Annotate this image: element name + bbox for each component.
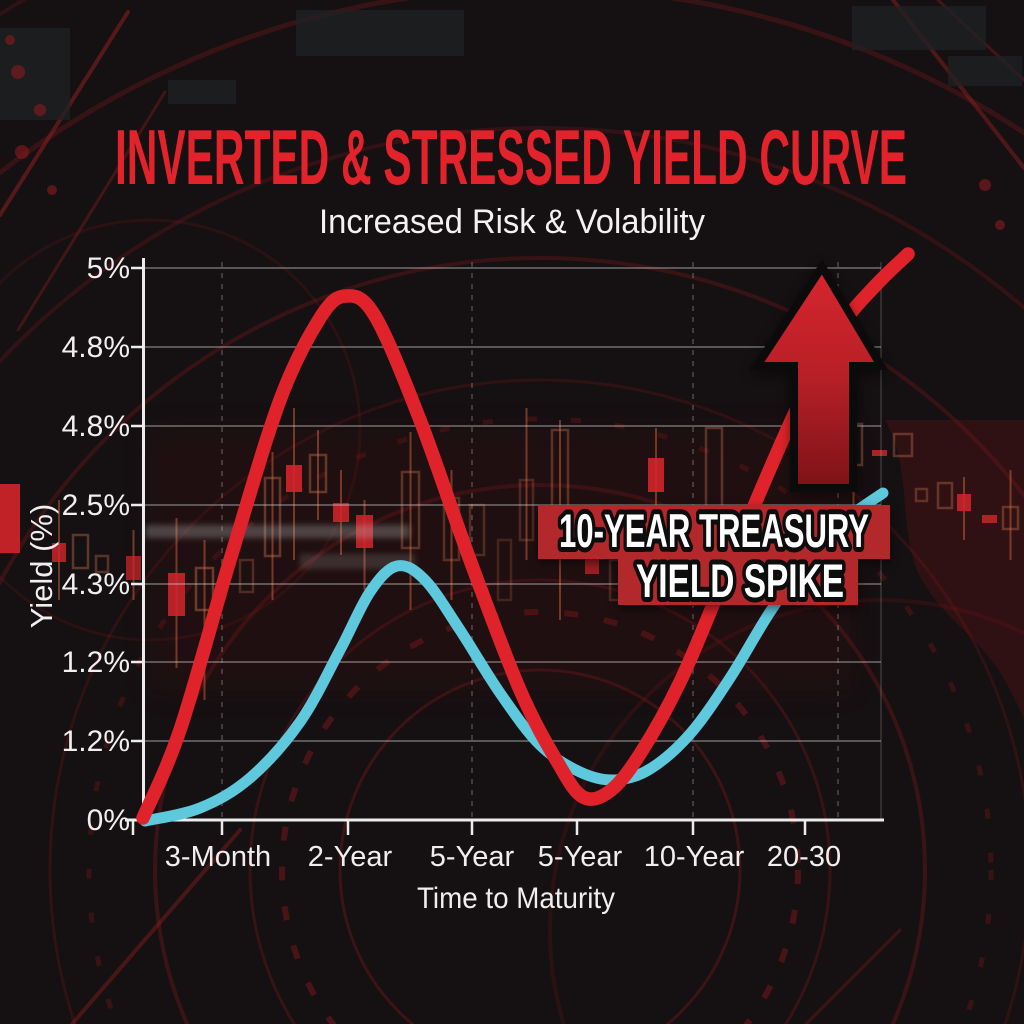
y-axis-title: Yield (%)	[24, 504, 59, 629]
candlestick-body	[238, 558, 255, 594]
secondary-yield-curve	[139, 487, 889, 827]
candlestick-body	[286, 465, 302, 492]
candlestick-body	[168, 573, 185, 616]
x-axis-tick-label: 5-Year	[430, 841, 515, 873]
annotation-box-line2	[618, 559, 858, 605]
page-title: INVERTED & STRESSED YIELD CURVE	[115, 113, 907, 201]
axis-tick-labels: 5% 4.8% 4.8% 2.5% 4.3% 1.2% 1.2% 0% 3-Month 2-Yea…	[62, 252, 841, 873]
background-dot	[995, 220, 1005, 230]
background-dot	[11, 65, 25, 79]
candlestick-body	[263, 476, 282, 558]
y-axis-tick-label: 4.8%	[62, 331, 130, 364]
y-axis-tick-label: 5%	[87, 252, 130, 285]
background-wave	[885, 420, 1024, 720]
candlestick-body	[0, 484, 20, 553]
yield-curves	[136, 247, 915, 827]
x-axis-tick-label: 2-Year	[308, 841, 393, 873]
annotation-box-line1	[538, 505, 890, 559]
candlestick-body	[982, 515, 997, 523]
background-dot	[15, 145, 29, 159]
y-axis-tick-label: 4.8%	[62, 410, 130, 443]
background-block	[168, 80, 236, 104]
background-ring	[548, 598, 1024, 1024]
candlestick-body	[333, 503, 349, 522]
background-streak	[804, 928, 902, 1024]
y-axis-tick-label: 4.3%	[62, 568, 130, 601]
candlestick-body	[872, 450, 887, 456]
y-axis-tick-label: 1.2%	[62, 725, 130, 758]
background-block	[296, 10, 464, 56]
candlestick-body	[400, 470, 421, 550]
background-dot	[5, 35, 15, 45]
candlestick-body	[1001, 505, 1020, 531]
background-dial-ring	[279, 609, 801, 1024]
x-axis-tick-label: 10-Year	[644, 841, 745, 873]
x-axis-title: Time to Maturity	[417, 882, 615, 915]
annotation-text-line1: 10-YEAR TREASURY	[559, 504, 869, 557]
background-block	[852, 6, 986, 50]
candlestick-body	[496, 538, 513, 602]
x-axis-tick-label: 5-Year	[538, 841, 623, 873]
candlestick-body	[308, 453, 328, 494]
x-axis-tick-label: 3-Month	[165, 841, 271, 873]
background-ring	[0, 256, 1024, 587]
background-dot	[979, 179, 991, 191]
background-block	[948, 56, 1022, 86]
background-dot	[34, 104, 46, 116]
candlestick-body	[957, 494, 971, 511]
x-axis-tick-label: 20-30	[767, 841, 841, 873]
spike-arrow-group	[749, 259, 889, 492]
annotation-text-line2: YIELD SPIKE	[636, 554, 844, 607]
background-dot	[47, 185, 57, 195]
background-streak	[16, 90, 167, 332]
y-axis-tick-label: 2.5%	[62, 489, 130, 522]
y-axis-tick-label: 0%	[87, 804, 130, 837]
background-ring	[0, 126, 1024, 365]
background-dial-ring	[86, 416, 994, 1024]
stressed-yield-curve	[136, 247, 915, 825]
background-streak	[70, 828, 242, 1024]
candlestick-body	[194, 566, 215, 612]
candlestick-body	[518, 478, 535, 542]
page-subtitle: Increased Risk & Volability	[319, 203, 705, 241]
candlestick-body	[648, 458, 664, 492]
y-axis-tick-label: 1.2%	[62, 646, 130, 679]
spike-up-arrow	[749, 259, 889, 492]
background-smear	[145, 525, 410, 538]
background-ring	[48, 378, 1024, 1024]
annotation-callout: 10-YEAR TREASURY YIELD SPIKE	[538, 499, 890, 612]
candlestick-body	[126, 556, 141, 580]
candlestick-body	[94, 554, 110, 574]
candlestick-body	[892, 432, 914, 458]
plot-axes	[125, 258, 884, 835]
candlestick-body	[936, 481, 954, 510]
candlestick-body	[914, 487, 929, 503]
candlestick-body	[52, 543, 66, 562]
candlestick-body	[71, 533, 90, 570]
